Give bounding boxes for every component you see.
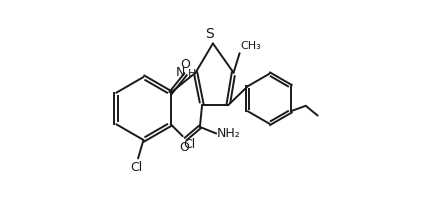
Text: CH₃: CH₃ xyxy=(240,41,261,51)
Text: H: H xyxy=(187,69,196,79)
Text: Cl: Cl xyxy=(130,161,142,174)
Text: S: S xyxy=(205,27,214,41)
Text: O: O xyxy=(181,58,190,71)
Text: O: O xyxy=(179,141,189,154)
Text: NH₂: NH₂ xyxy=(217,127,241,140)
Text: Cl: Cl xyxy=(184,138,196,151)
Text: N: N xyxy=(176,66,185,79)
